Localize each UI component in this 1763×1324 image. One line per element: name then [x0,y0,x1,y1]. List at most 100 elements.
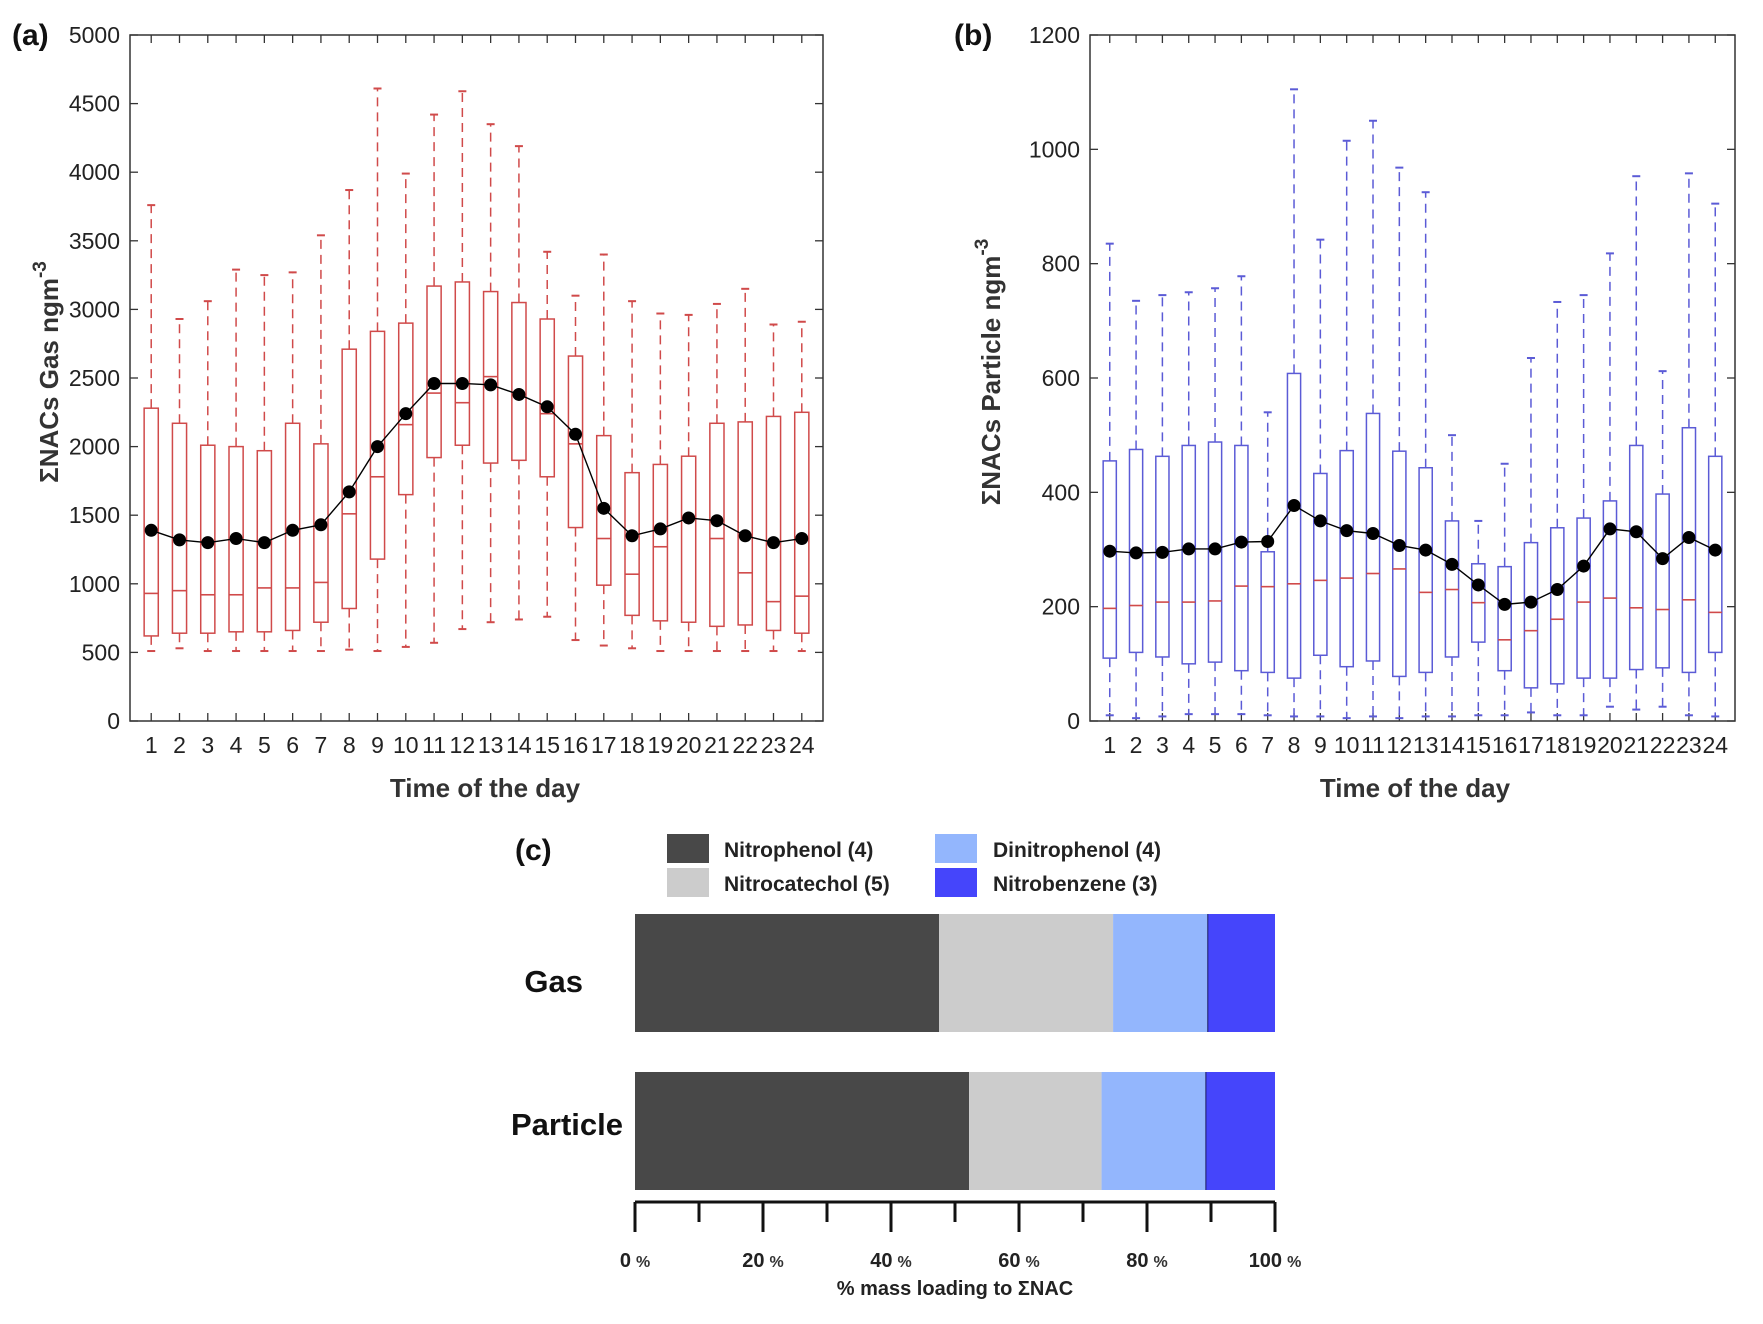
panel-a-y-tick-label: 2000 [69,434,120,460]
c-tick-unit: % [1154,1254,1168,1271]
panel-b-mean-point [1208,542,1222,556]
panel-c-label: (c) [515,834,552,867]
panel-a-y-tick-label: 1500 [69,502,120,528]
panel-b-mean-point [1550,583,1564,597]
panel-a-y-axis-superscript: -3 [30,261,51,278]
panel-b-box [1286,372,1302,679]
category-label: Gas [524,964,583,999]
panel-a-box [680,455,697,623]
c-tick-value: 80 [1126,1250,1148,1272]
panel-b-box [1523,541,1539,689]
legend-swatch [667,834,709,863]
panel-b-box [1339,449,1355,668]
panel-b-box [1576,517,1591,679]
panel-b-mean-point [1445,557,1459,571]
panel-a-mean-point [767,536,780,550]
panel-a-mean-point [597,501,611,515]
panel-a-y-axis-title: ΣNACs Gas ngm-3 [30,261,64,483]
c-tick-unit: % [1287,1254,1301,1271]
panel-a-box [652,463,669,622]
panel-a-mean-point [569,427,582,441]
panel-a-mean-point [738,529,752,543]
panel-b-x-tick-label: 21 [1623,732,1649,758]
panel-a-box [567,355,584,529]
panel-b-mean-point [1419,543,1433,557]
panel-b-x-tick-label: 19 [1571,732,1597,758]
panel-b-box [1655,493,1670,669]
panel-b-y-tick-label: 0 [1067,708,1080,734]
panel-b-y-tick-label: 400 [1042,479,1080,505]
panel-a-mean-point [795,532,809,546]
panel-b-box [1260,551,1276,674]
c-tick-value: 0 [620,1250,631,1272]
legend-label: Dinitrophenol (4) [993,839,1161,862]
panel-a-mean-point [710,514,724,528]
panel-a-y-tick-label: 1000 [69,571,120,597]
panel-a-x-tick-label: 19 [648,732,674,758]
panel-b-box [1681,426,1697,674]
panel-a-box [313,443,329,623]
bar-segment [1101,1072,1206,1190]
legend-label: Nitrocatechol (5) [724,873,890,896]
panel-a-x-tick-label: 16 [563,732,589,758]
panel-b-x-tick-label: 8 [1288,732,1301,758]
panel-b-label: (b) [954,19,992,52]
panel-b-x-tick-label: 18 [1544,732,1570,758]
c-tick-unit: % [1026,1254,1040,1271]
panel-b-mean-point [1524,595,1538,609]
c-tick-value: 60 [998,1250,1020,1272]
panel-a-x-tick-label: 21 [704,732,730,758]
panel-b-mean-point [1603,522,1617,536]
panel-b-y-axis-title: ΣNACs Particle ngm-3 [972,239,1006,506]
panel-b-mean-point [1129,546,1143,560]
panel-b-x-tick-label: 16 [1492,732,1518,758]
panel-b-y-tick-label: 600 [1042,365,1080,391]
panel-a-y-tick-label: 4500 [69,91,120,117]
panel-b-x-tick-label: 23 [1676,732,1702,758]
panel-b-y-tick-label: 200 [1042,594,1080,620]
panel-b-x-tick-label: 12 [1387,732,1413,758]
panel-a-mean-point [201,536,215,550]
panel-a-x-tick-label: 10 [393,732,419,758]
panel-b-x-tick-label: 2 [1130,732,1143,758]
panel-a-x-tick-label: 22 [732,732,758,758]
panel-a-box [454,281,471,446]
c-tick-unit: % [636,1254,650,1271]
c-tick-value: 100 [1249,1250,1282,1272]
panel-c-x-axis: 0% 20% 40% 60% 80% 100% [620,1200,1301,1272]
panel-a-x-tick-label: 18 [619,732,645,758]
panel-a-y-tick-label: 500 [82,639,120,665]
panel-a-y-tick-label: 5000 [69,22,120,48]
panel-b-mean-point [1629,525,1643,539]
panel-b-mean-point [1577,559,1591,573]
panel-b-mean-point [1103,544,1117,558]
panel-b-mean-point [1182,542,1196,556]
bar-segment [1113,914,1208,1032]
panel-a-y-tick-label: 4000 [69,159,120,185]
panel-b-box [1234,444,1249,672]
panel-a-mean-point [286,523,300,537]
panel-a-mean-point [371,440,384,454]
panel-a-box [171,422,188,634]
bar-segment [1205,1072,1275,1190]
panel-a-x-tick-label: 2 [173,732,186,758]
panel-b-x-tick-label: 3 [1156,732,1169,758]
panel-b-x-tick-label: 15 [1466,732,1492,758]
panel-a-box [624,471,640,617]
panel-b-x-axis-title: Time of the day [1320,773,1511,803]
panel-a-x-tick-label: 23 [761,732,787,758]
panel-a-y-tick-label: 0 [107,708,120,734]
c-tick-label: 80% [1126,1250,1167,1272]
panel-a-x-tick-label: 9 [371,732,384,758]
panel-a-x-tick-label: 13 [478,732,504,758]
panel-a-mean-point [399,407,413,421]
panel-b-x-tick-label: 13 [1413,732,1439,758]
panel-b-x-tick-label: 17 [1518,732,1544,758]
panel-a-y-tick-label: 2500 [69,365,120,391]
panel-b-mean-point [1287,498,1301,512]
panel-a-mean-point [229,532,243,546]
panel-b-x-tick-label: 6 [1235,732,1248,758]
